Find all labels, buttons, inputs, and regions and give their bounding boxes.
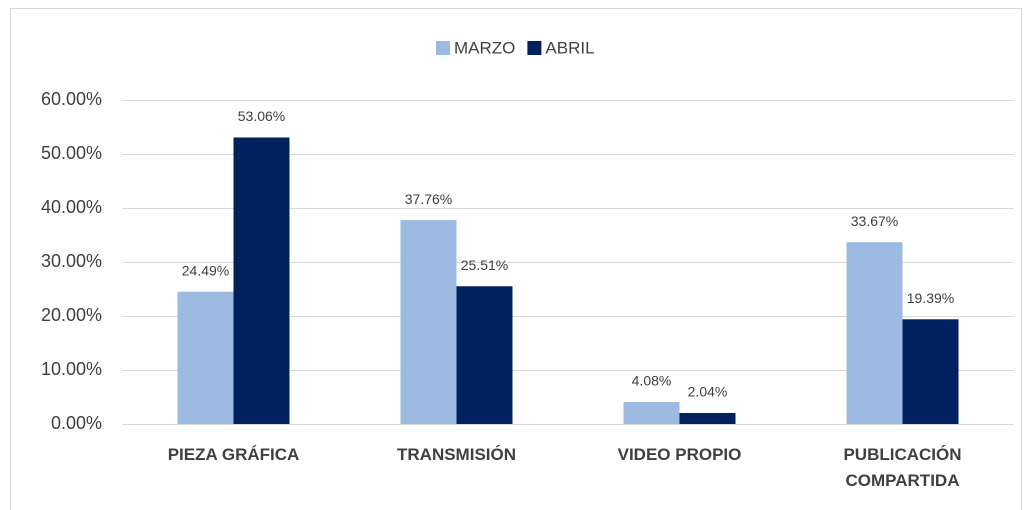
y-tick-label: 40.00%: [41, 197, 102, 217]
bar: [679, 412, 736, 424]
data-label: 19.39%: [907, 290, 954, 306]
legend-label: MARZO: [454, 38, 515, 57]
y-tick-label: 60.00%: [41, 89, 102, 109]
legend-swatch: [436, 41, 450, 55]
y-tick-label: 30.00%: [41, 251, 102, 271]
y-tick-label: 20.00%: [41, 305, 102, 325]
legend-swatch: [527, 41, 542, 55]
bar: [456, 286, 513, 424]
legend-label: ABRIL: [545, 38, 594, 57]
bar: [177, 291, 234, 424]
data-label: 25.51%: [461, 257, 508, 273]
bar: [902, 319, 959, 424]
data-label: 37.76%: [405, 191, 452, 207]
bar: [846, 242, 903, 424]
x-tick-label: PUBLICACIÓN COMPARTIDA: [843, 445, 962, 490]
x-tick-label: TRANSMISIÓN: [397, 445, 516, 464]
data-label: 33.67%: [851, 213, 898, 229]
bar: [233, 137, 290, 424]
bar: [400, 220, 457, 424]
y-tick-label: 10.00%: [41, 359, 102, 379]
bar: [623, 401, 680, 424]
data-label: 4.08%: [632, 373, 672, 389]
y-tick-label: 50.00%: [41, 143, 102, 163]
x-tick-label: PIEZA GRÁFICA: [167, 445, 300, 464]
y-tick-label: 0.00%: [51, 413, 102, 433]
data-label: 53.06%: [238, 108, 285, 124]
x-tick-label: VIDEO PROPIO: [617, 445, 742, 464]
data-label: 2.04%: [688, 384, 728, 400]
data-label: 24.49%: [182, 262, 229, 278]
